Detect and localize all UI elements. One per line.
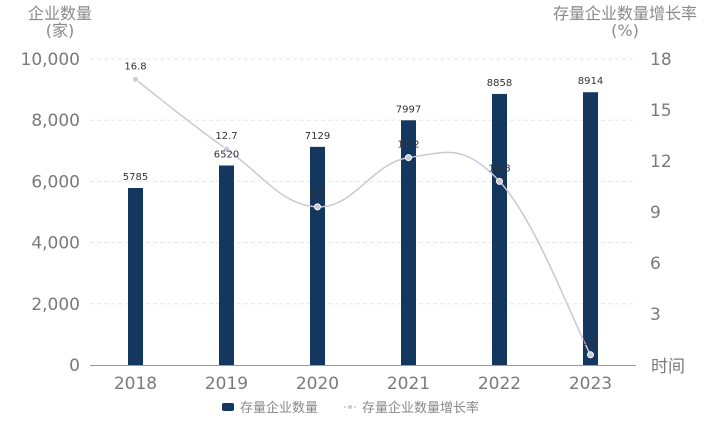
x-tick-label: 2021 <box>387 374 430 394</box>
x-tick-label: 2020 <box>296 374 339 394</box>
y-right-tick-label: 12 <box>650 152 672 172</box>
y-right-tick-label: 6 <box>650 254 661 274</box>
bar-data-label: 7997 <box>396 104 421 115</box>
y-right-tick-label: 9 <box>650 203 661 223</box>
line-data-label: 0.6 <box>583 337 599 348</box>
legend-bar-label: 存量企业数量 <box>240 400 318 416</box>
growth-rate-line <box>135 78 592 356</box>
y-left-tick-label: 4,000 <box>31 234 80 254</box>
growth-rate-point <box>314 203 321 211</box>
x-tick-label: 2022 <box>478 374 521 394</box>
y-left-tick-label: 10,000 <box>21 50 80 70</box>
line-data-label: 9.3 <box>310 189 326 200</box>
x-tick-label: 2019 <box>205 374 248 394</box>
y-left-tick-label: 8,000 <box>31 111 80 131</box>
legend-line-swatch <box>344 405 356 409</box>
left-axis-title-line2: (家) <box>46 21 75 40</box>
y-right-tick-label: 3 <box>650 305 661 325</box>
line-data-label: 10.8 <box>488 163 510 174</box>
bar <box>128 187 143 365</box>
bar <box>401 120 416 365</box>
x-tick-label: 2018 <box>114 374 157 394</box>
bar-data-label: 8914 <box>578 76 603 87</box>
growth-rate-point <box>132 75 139 83</box>
legend: 存量企业数量 存量企业数量增长率 <box>222 400 479 416</box>
y-left-tick-label: 0 <box>69 356 80 376</box>
line-data-label: 16.8 <box>124 61 146 72</box>
y-right-tick-label: 15 <box>650 101 672 121</box>
right-axis-title-line2: (%) <box>611 21 639 40</box>
right-axis-title-line1: 存量企业数量增长率 <box>553 4 697 23</box>
bar-data-label: 8858 <box>487 78 512 89</box>
left-axis-title-line1: 企业数量 <box>28 4 92 23</box>
x-axis-title: 时间 <box>651 357 685 377</box>
y-left-tick-label: 2,000 <box>31 295 80 315</box>
legend-bar-swatch <box>222 403 234 411</box>
bar <box>583 92 598 365</box>
bar <box>492 93 507 366</box>
y-left-tick-label: 6,000 <box>31 172 80 192</box>
bar <box>310 146 325 365</box>
bar-data-label: 6520 <box>214 149 239 160</box>
x-tick-label: 2023 <box>569 374 612 394</box>
bar-data-label: 7129 <box>305 131 330 142</box>
growth-rate-point <box>405 154 412 162</box>
line-data-label: 12.7 <box>215 131 237 142</box>
bar-data-label: 5785 <box>123 172 148 183</box>
line-data-label: 12.2 <box>397 140 419 151</box>
growth-rate-point <box>223 145 230 153</box>
y-right-tick-label: 18 <box>650 50 672 70</box>
growth-rate-point <box>587 351 594 359</box>
bar <box>219 165 234 365</box>
growth-rate-point <box>496 177 503 185</box>
legend-line-label: 存量企业数量增长率 <box>362 400 479 416</box>
